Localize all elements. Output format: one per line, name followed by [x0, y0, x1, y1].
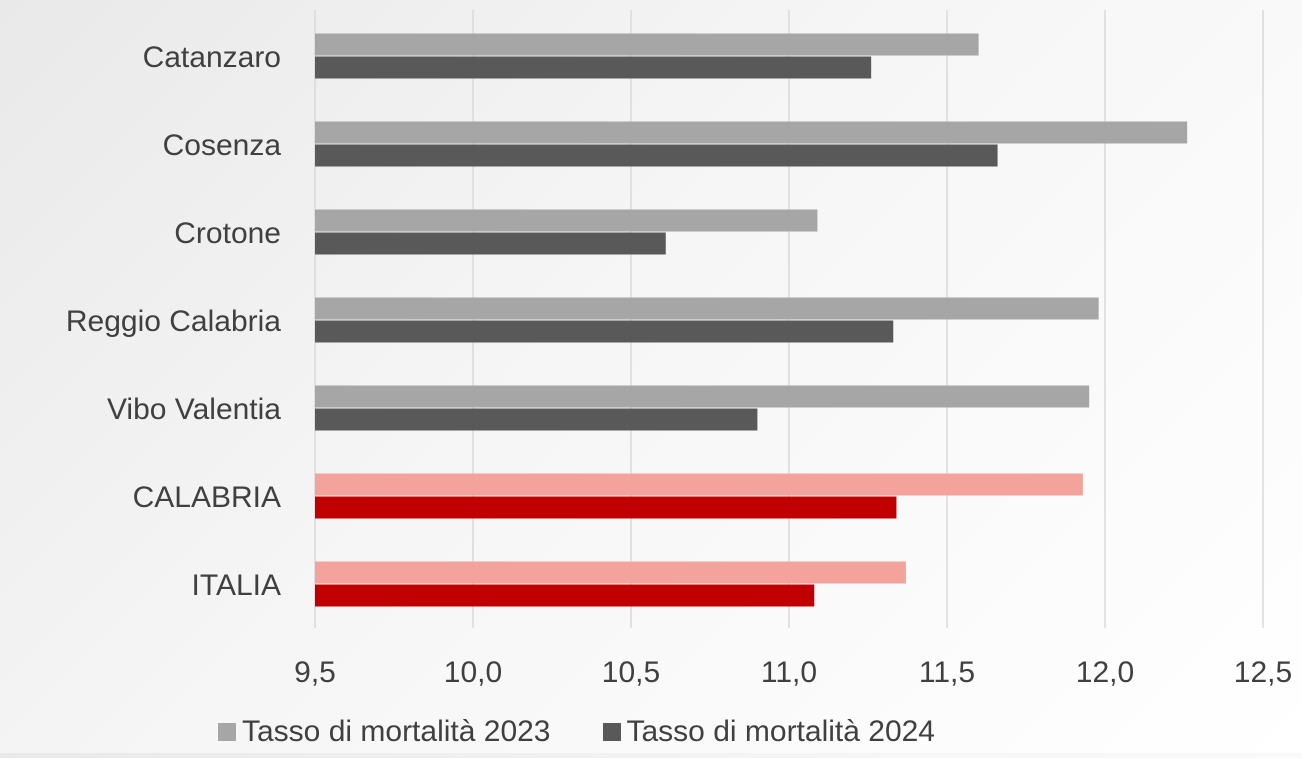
legend: Tasso di mortalità 2023 Tasso di mortali…: [218, 714, 987, 750]
x-tick-label: 9,5: [294, 656, 336, 689]
bar-2023: [315, 473, 1083, 496]
bar-2024: [315, 144, 998, 167]
legend-item-2024: Tasso di mortalità 2024: [602, 715, 936, 749]
x-tick-label: 10,5: [602, 656, 660, 689]
bar-2023: [315, 121, 1188, 144]
bar-2023: [315, 33, 979, 56]
bar-2023: [315, 209, 818, 232]
legend-item-2023: Tasso di mortalità 2023: [218, 715, 551, 749]
category-label: ITALIA: [192, 569, 281, 602]
bar-2023: [315, 561, 906, 584]
category-label: CALABRIA: [133, 481, 281, 514]
bar-2024: [315, 320, 894, 343]
category-label: Cosenza: [163, 129, 282, 162]
legend-swatch-2023: [218, 723, 236, 741]
x-tick-label: 10,0: [444, 656, 502, 689]
bar-2023: [315, 385, 1090, 408]
bar-2024: [315, 408, 758, 431]
x-tick-label: 12,5: [1234, 656, 1292, 689]
bars: [315, 33, 1188, 607]
x-tick-label: 12,0: [1076, 656, 1134, 689]
legend-label-2024: Tasso di mortalità 2024: [626, 715, 936, 748]
x-tick-label: 11,0: [761, 656, 817, 689]
bar-2024: [315, 56, 872, 79]
x-tick-labels: 9,5 10,0 10,5 11,0 11,5 12,0 12,5: [294, 656, 1292, 689]
legend-label-2023: Tasso di mortalità 2023: [242, 715, 551, 748]
x-tick-label: 11,5: [919, 656, 975, 689]
category-label: Crotone: [174, 217, 281, 250]
bar-2024: [315, 232, 666, 255]
bar-2024: [315, 496, 897, 519]
category-labels: Catanzaro Cosenza Crotone Reggio Calabria Vi…: [66, 41, 281, 602]
category-label: Vibo Valentia: [107, 393, 281, 426]
category-label: Reggio Calabria: [66, 305, 281, 338]
bar-2024: [315, 584, 815, 607]
bar-2023: [315, 297, 1099, 320]
legend-swatch-2024: [602, 723, 621, 741]
category-label: Catanzaro: [143, 41, 281, 74]
